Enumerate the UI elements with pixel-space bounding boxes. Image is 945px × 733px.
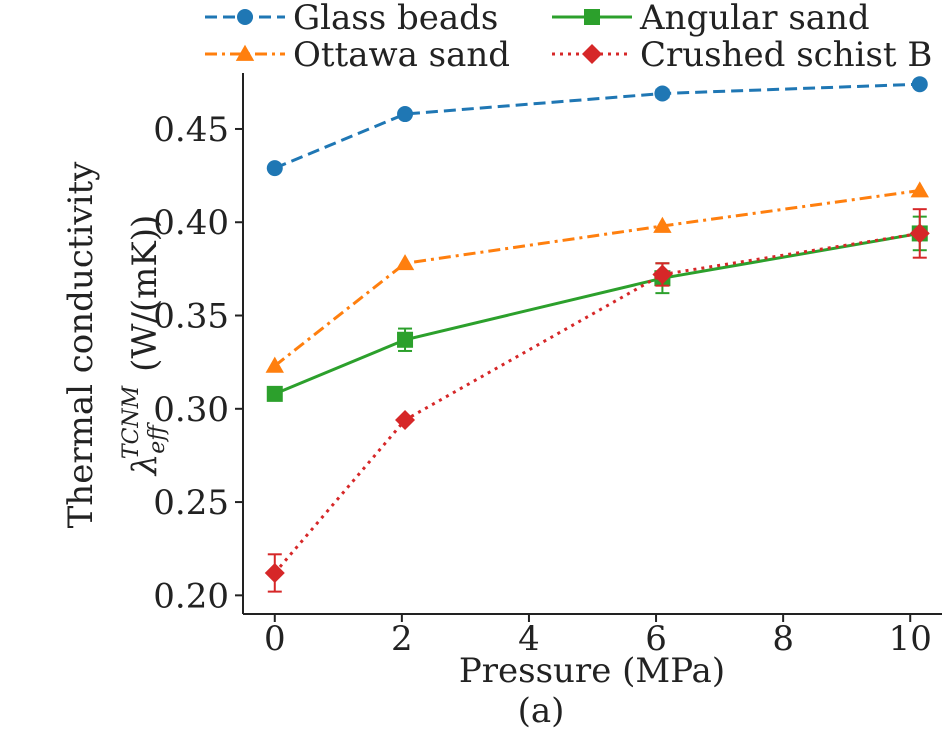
data-point-angular-sand: [397, 331, 414, 348]
x-tick-label: 6: [645, 619, 667, 659]
y-tick-label: 0.25: [153, 483, 229, 523]
data-point-ottawa-sand: [265, 356, 284, 373]
y-axis-sub: eff: [145, 422, 170, 454]
y-axis-lambda: λ: [125, 454, 165, 478]
legend-marker: [237, 9, 253, 25]
series-glass-beads: [266, 76, 928, 177]
y-tick-label: 0.45: [153, 110, 229, 150]
x-tick-label: 8: [772, 619, 794, 659]
data-point-angular-sand: [266, 385, 283, 402]
y-axis-unit: (W/(mK)): [125, 215, 165, 372]
data-point-glass-beads: [266, 160, 283, 177]
series-line-ottawa-sand: [273, 189, 920, 368]
data-point-crushed-schist-b: [395, 409, 416, 430]
data-point-ottawa-sand: [910, 181, 929, 198]
y-tick-label: 0.30: [153, 390, 229, 430]
svg-text:λeffTCNM(W/(mK)): λeffTCNM (W/(mK)): [119, 215, 170, 478]
series-line-crushed-schist-b: [273, 231, 920, 574]
legend-item-ottawa-sand: Ottawa sand: [205, 35, 510, 75]
legend-marker: [584, 9, 600, 25]
data-point-crushed-schist-b: [264, 562, 285, 583]
legend-label: Glass beads: [293, 0, 498, 38]
y-axis-title-line1: Thermal conductivity: [61, 161, 101, 529]
legend-item-glass-beads: Glass beads: [205, 0, 498, 38]
x-tick-label: 2: [391, 619, 413, 659]
x-axis-title: Pressure (MPa): [459, 651, 725, 691]
data-point-ottawa-sand: [653, 216, 672, 233]
legend: Glass beads Angular sand Ottawa sand Crushe…: [205, 0, 932, 75]
series-ottawa-sand: [265, 181, 929, 373]
y-tick-label: 0.40: [153, 203, 229, 243]
y-axis-sup: TCNM: [119, 385, 144, 459]
series-line-glass-beads: [274, 82, 920, 170]
legend-item-angular-sand: Angular sand: [552, 0, 870, 38]
series-line-angular-sand: [274, 231, 921, 396]
x-tick-label: 10: [889, 619, 932, 659]
y-tick-label: 0.20: [153, 576, 229, 616]
data-point-ottawa-sand: [395, 254, 415, 271]
axes: [242, 73, 942, 615]
legend-item-crushed-schist-b: Crushed schist B: [552, 35, 932, 75]
data-point-crushed-schist-b: [909, 223, 930, 244]
y-axis-symbol: λeffTCNM (W/(mK)): [119, 215, 170, 478]
legend-label: Ottawa sand: [293, 35, 510, 75]
data-point-glass-beads: [397, 106, 414, 123]
plot-area: [264, 76, 930, 593]
x-tick-label: 4: [518, 619, 540, 659]
series-angular-sand: [266, 215, 928, 402]
data-point-glass-beads: [911, 76, 928, 93]
legend-label: Angular sand: [639, 0, 870, 38]
legend-label: Crushed schist B: [640, 35, 932, 75]
caption: (a): [518, 691, 565, 731]
legend-marker: [582, 44, 602, 64]
data-point-crushed-schist-b: [652, 264, 673, 285]
data-point-glass-beads: [654, 85, 671, 102]
series-crushed-schist-b: [264, 208, 930, 593]
y-tick-label: 0.35: [153, 297, 229, 337]
y-axis-title: Thermal conductivity: [61, 161, 101, 529]
x-tick-label: 0: [264, 619, 286, 659]
legend-marker: [235, 44, 255, 61]
ticks: 0 2 4 6 8 10 0.20 0.25 0.30 0.35 0.40 0.45: [153, 110, 932, 659]
